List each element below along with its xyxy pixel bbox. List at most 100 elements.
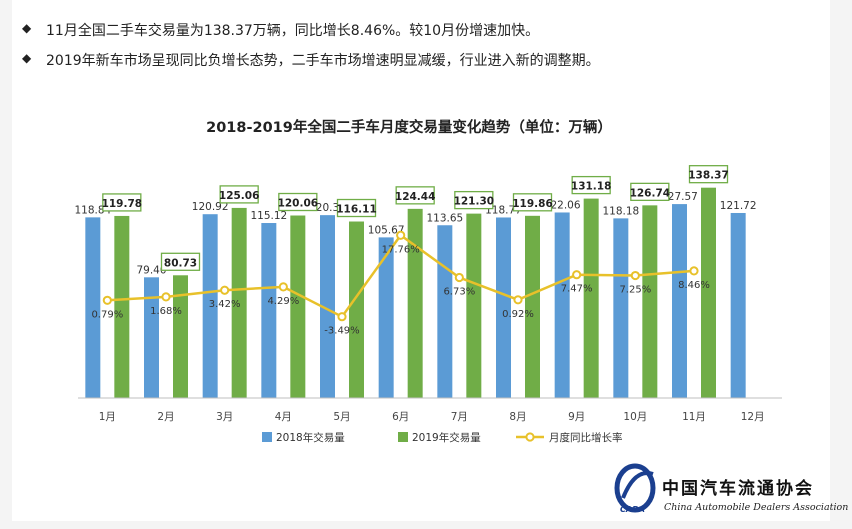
data-label-2018: 79.40 — [136, 264, 166, 276]
growth-rate-label: 1.68% — [150, 306, 182, 317]
data-label-2018: 122.06 — [544, 199, 581, 211]
growth-rate-point — [220, 285, 230, 295]
data-label-box-2019 — [102, 193, 142, 212]
bar-2018 — [554, 212, 570, 398]
data-label-2018: 121.72 — [720, 200, 757, 212]
data-label-2019: 80.73 — [164, 257, 197, 269]
x-tick-label: 1月 — [99, 411, 116, 423]
data-label-box-2019 — [454, 190, 494, 210]
growth-rate-label: 3.42% — [209, 299, 241, 310]
data-label-2019: 126.74 — [630, 187, 671, 199]
bullet-1: ◆ 11月全国二手车交易量为138.37万辆，同比增长8.46%。较10月份增速… — [22, 20, 540, 40]
bar-2018 — [730, 212, 746, 398]
data-label-box-2019 — [160, 252, 201, 271]
bar-2018 — [496, 217, 511, 398]
data-label-box-2019 — [278, 192, 318, 212]
bar-2019 — [525, 215, 540, 398]
growth-rate-label: -3.49% — [324, 326, 359, 337]
growth-rate-point — [454, 272, 464, 283]
growth-rate-point — [337, 312, 347, 322]
growth-rate-label: 17.76% — [382, 244, 420, 255]
x-tick-label: 5月 — [333, 411, 350, 423]
x-tick-label: 6月 — [392, 411, 409, 423]
x-tick-label: 11月 — [682, 411, 706, 423]
data-label-2018: 113.65 — [426, 212, 463, 224]
bar-2018 — [85, 217, 101, 398]
bar-2019 — [349, 221, 364, 398]
data-label-2018: 118.77 — [485, 204, 522, 216]
bar-2018 — [672, 204, 687, 398]
bar-2019 — [701, 187, 716, 398]
x-tick-label: 4月 — [275, 411, 292, 423]
bar-2019 — [407, 208, 423, 398]
x-tick-label: 8月 — [509, 411, 526, 423]
legend-swatch — [398, 432, 408, 442]
logo-abbr: CADA — [620, 505, 645, 514]
bar-2019 — [642, 205, 658, 398]
bar-2019 — [466, 213, 482, 398]
bullet-2-text: 2019年新车市场呈现同比负增长态势，二手车市场增速明显减缓，行业进入新的调整期… — [46, 53, 600, 69]
growth-rate-point — [396, 230, 406, 240]
bar-2019 — [231, 207, 247, 398]
legend-swatch — [262, 432, 272, 442]
growth-rate-label: 0.79% — [91, 309, 123, 320]
legend-label: 2018年交易量 — [276, 431, 345, 444]
data-label-2018: 118.18 — [602, 205, 639, 217]
bar-2018 — [613, 218, 629, 398]
data-label-2019: 131.18 — [571, 181, 612, 193]
legend-label: 2019年交易量 — [412, 431, 481, 444]
growth-rate-label: 0.92% — [502, 309, 534, 320]
data-label-2018: 120.30 — [309, 202, 346, 214]
growth-rate-point — [278, 282, 288, 292]
data-label-2019: 119.86 — [512, 198, 553, 210]
legend-point-swatch — [525, 432, 535, 442]
diamond-bullet-icon: ◆ — [22, 51, 32, 65]
x-tick-label: 12月 — [741, 411, 765, 423]
data-label-2018: 115.12 — [250, 210, 287, 222]
data-label-2019: 125.06 — [219, 190, 260, 202]
growth-rate-point — [572, 270, 582, 280]
data-label-box-2019 — [512, 193, 553, 212]
legend-label: 月度同比增长率 — [549, 431, 623, 444]
growth-rate-point — [102, 295, 112, 305]
data-label-2018: 127.57 — [661, 191, 698, 203]
x-tick-label: 7月 — [451, 411, 468, 423]
data-label-box-2019 — [395, 186, 435, 205]
growth-rate-point — [689, 266, 699, 276]
data-label-2018: 120.92 — [192, 201, 229, 213]
x-tick-label: 9月 — [568, 411, 585, 423]
growth-rate-label: 6.73% — [443, 287, 475, 298]
bar-2018 — [437, 225, 453, 398]
chart-title: 2018-2019年全国二手车月度交易量变化趋势（单位：万辆） — [206, 120, 612, 136]
data-label-box-2019 — [688, 165, 729, 184]
data-label-2018: 105.67 — [368, 224, 405, 236]
data-label-2019: 124.44 — [395, 191, 436, 203]
bar-2019 — [290, 215, 306, 398]
data-label-2019: 119.78 — [102, 198, 143, 210]
x-tick-label: 10月 — [623, 411, 647, 423]
x-tick-label: 2月 — [157, 411, 174, 423]
data-label-box-2019 — [630, 182, 670, 202]
bullet-2: ◆ 2019年新车市场呈现同比负增长态势，二手车市场增速明显减缓，行业进入新的调… — [22, 50, 600, 70]
data-label-2019: 121.30 — [454, 196, 495, 208]
bar-2018 — [320, 215, 335, 398]
growth-rate-label: 8.46% — [678, 280, 710, 291]
x-tick-label: 3月 — [216, 411, 233, 423]
logo-english-name: China Automobile Dealers Association — [664, 502, 849, 513]
growth-rate-point — [630, 270, 640, 281]
data-label-box-2019 — [336, 198, 377, 218]
data-label-box-2019 — [571, 175, 611, 195]
growth-rate-point — [161, 292, 171, 302]
logo-chinese-name: 中国汽车流通协会 — [662, 479, 814, 499]
data-label-box-2019 — [219, 185, 259, 204]
diamond-bullet-icon: ◆ — [22, 21, 32, 35]
data-label-2019: 116.11 — [336, 204, 377, 216]
growth-rate-point — [513, 295, 523, 305]
growth-rate-label: 4.29% — [267, 296, 299, 307]
growth-rate-label: 7.47% — [561, 284, 593, 295]
bar-2019 — [114, 215, 130, 398]
growth-rate-label: 7.25% — [619, 285, 651, 296]
bullet-1-text: 11月全国二手车交易量为138.37万辆，同比增长8.46%。较10月份增速加快… — [46, 23, 540, 39]
bar-2018 — [144, 277, 159, 398]
